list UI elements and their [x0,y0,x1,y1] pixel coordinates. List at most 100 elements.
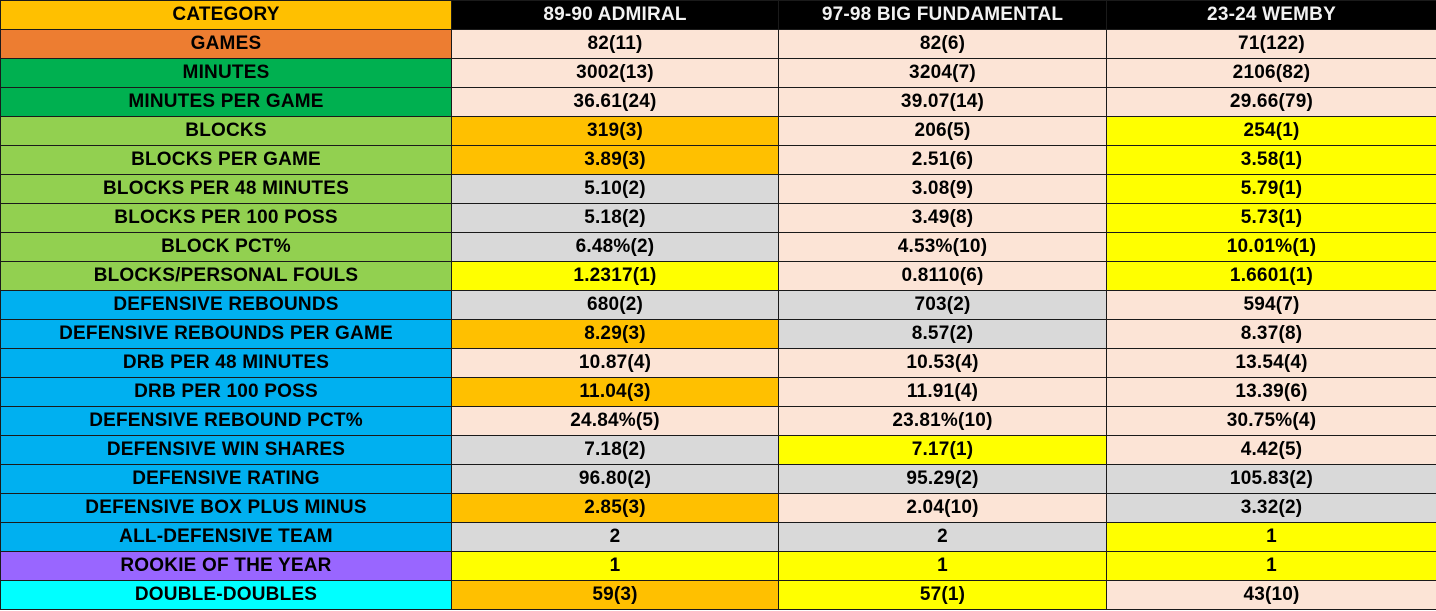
stat-cell: 10.87(4) [451,348,779,378]
table-row: DOUBLE-DOUBLES 59(3) 57(1) 43(10) [0,580,1436,610]
row-label: DEFENSIVE REBOUND PCT% [0,406,452,436]
table-row: ALL-DEFENSIVE TEAM 2 2 1 [0,522,1436,552]
table-row: DEFENSIVE REBOUND PCT% 24.84%(5) 23.81%(10… [0,406,1436,436]
stat-cell: 39.07(14) [778,87,1107,117]
stat-cell: 23.81%(10) [778,406,1107,436]
row-label: ALL-DEFENSIVE TEAM [0,522,452,552]
stat-cell: 703(2) [778,290,1107,320]
table-row: DEFENSIVE REBOUNDS PER GAME 8.29(3) 8.57(2… [0,319,1436,349]
table-row: MINUTES PER GAME 36.61(24) 39.07(14) 29.66(… [0,87,1436,117]
table-row: DEFENSIVE BOX PLUS MINUS 2.85(3) 2.04(10) 3… [0,493,1436,523]
stat-cell: 36.61(24) [451,87,779,117]
stat-cell: 3204(7) [778,58,1107,88]
table-row: BLOCKS PER GAME 3.89(3) 2.51(6) 3.58(1) [0,145,1436,175]
table-row: MINUTES 3002(13) 3204(7) 2106(82) [0,58,1436,88]
row-label: BLOCKS PER 100 POSS [0,203,452,233]
row-label: DRB PER 100 POSS [0,377,452,407]
table-row: BLOCKS PER 100 POSS 5.18(2) 3.49(8) 5.73(1) [0,203,1436,233]
stat-cell: 43(10) [1106,580,1436,610]
stat-cell: 2 [778,522,1107,552]
stat-cell: 30.75%(4) [1106,406,1436,436]
stat-cell: 8.57(2) [778,319,1107,349]
row-label: DEFENSIVE WIN SHARES [0,435,452,465]
stat-cell: 206(5) [778,116,1107,146]
stat-cell: 8.29(3) [451,319,779,349]
stat-cell: 680(2) [451,290,779,320]
row-label: GAMES [0,29,452,59]
stat-cell: 3.08(9) [778,174,1107,204]
row-label: DEFENSIVE REBOUNDS PER GAME [0,319,452,349]
table-row: GAMES 82(11) 82(6) 71(122) [0,29,1436,59]
header-player-admiral: 89-90 ADMIRAL [451,0,779,30]
stat-cell: 5.18(2) [451,203,779,233]
header-player-big-fundamental: 97-98 BIG FUNDAMENTAL [778,0,1107,30]
stat-cell: 1 [778,551,1107,581]
row-label: DOUBLE-DOUBLES [0,580,452,610]
stat-cell: 3.89(3) [451,145,779,175]
table-row: BLOCKS/PERSONAL FOULS 1.2317(1) 0.8110(6) 1… [0,261,1436,291]
stat-cell: 82(6) [778,29,1107,59]
table-row: DRB PER 48 MINUTES 10.87(4) 10.53(4) 13.54(… [0,348,1436,378]
stat-cell: 6.48%(2) [451,232,779,262]
table-row: ROOKIE OF THE YEAR 1 1 1 [0,551,1436,581]
row-label: BLOCK PCT% [0,232,452,262]
stat-cell: 0.8110(6) [778,261,1107,291]
row-label: DEFENSIVE BOX PLUS MINUS [0,493,452,523]
stat-cell: 2.85(3) [451,493,779,523]
row-label: DEFENSIVE REBOUNDS [0,290,452,320]
stat-cell: 82(11) [451,29,779,59]
stat-cell: 1.6601(1) [1106,261,1436,291]
stat-cell: 2.51(6) [778,145,1107,175]
stat-cell: 57(1) [778,580,1107,610]
stat-cell: 7.18(2) [451,435,779,465]
row-label: ROOKIE OF THE YEAR [0,551,452,581]
stat-cell: 1.2317(1) [451,261,779,291]
stat-cell: 10.53(4) [778,348,1107,378]
stat-cell: 59(3) [451,580,779,610]
stat-cell: 5.10(2) [451,174,779,204]
stat-cell: 10.01%(1) [1106,232,1436,262]
stat-cell: 13.39(6) [1106,377,1436,407]
row-label: DEFENSIVE RATING [0,464,452,494]
stat-cell: 29.66(79) [1106,87,1436,117]
stat-cell: 7.17(1) [778,435,1107,465]
stat-cell: 8.37(8) [1106,319,1436,349]
header-player-wemby: 23-24 WEMBY [1106,0,1436,30]
stat-cell: 105.83(2) [1106,464,1436,494]
stat-cell: 96.80(2) [451,464,779,494]
table-row: BLOCKS PER 48 MINUTES 5.10(2) 3.08(9) 5.79(… [0,174,1436,204]
table-row: BLOCK PCT% 6.48%(2) 4.53%(10) 10.01%(1) [0,232,1436,262]
stat-cell: 5.79(1) [1106,174,1436,204]
stat-cell: 11.91(4) [778,377,1107,407]
stat-cell: 3002(13) [451,58,779,88]
stat-cell: 3.58(1) [1106,145,1436,175]
table-row: DEFENSIVE RATING 96.80(2) 95.29(2) 105.83(2… [0,464,1436,494]
stat-cell: 254(1) [1106,116,1436,146]
stat-cell: 95.29(2) [778,464,1107,494]
stat-cell: 1 [1106,551,1436,581]
row-label: MINUTES [0,58,452,88]
row-label: BLOCKS PER GAME [0,145,452,175]
row-label: BLOCKS [0,116,452,146]
stat-cell: 2 [451,522,779,552]
row-label: DRB PER 48 MINUTES [0,348,452,378]
stat-cell: 4.42(5) [1106,435,1436,465]
stat-cell: 71(122) [1106,29,1436,59]
table-row: DEFENSIVE REBOUNDS 680(2) 703(2) 594(7) [0,290,1436,320]
stat-cell: 319(3) [451,116,779,146]
stat-cell: 13.54(4) [1106,348,1436,378]
stat-cell: 594(7) [1106,290,1436,320]
stat-cell: 3.32(2) [1106,493,1436,523]
stat-cell: 4.53%(10) [778,232,1107,262]
stat-cell: 11.04(3) [451,377,779,407]
header-category: CATEGORY [0,0,452,30]
stat-cell: 5.73(1) [1106,203,1436,233]
row-label: BLOCKS PER 48 MINUTES [0,174,452,204]
stat-cell: 1 [1106,522,1436,552]
stat-cell: 2106(82) [1106,58,1436,88]
stat-cell: 3.49(8) [778,203,1107,233]
table-row: BLOCKS 319(3) 206(5) 254(1) [0,116,1436,146]
stat-cell: 2.04(10) [778,493,1107,523]
row-label: BLOCKS/PERSONAL FOULS [0,261,452,291]
